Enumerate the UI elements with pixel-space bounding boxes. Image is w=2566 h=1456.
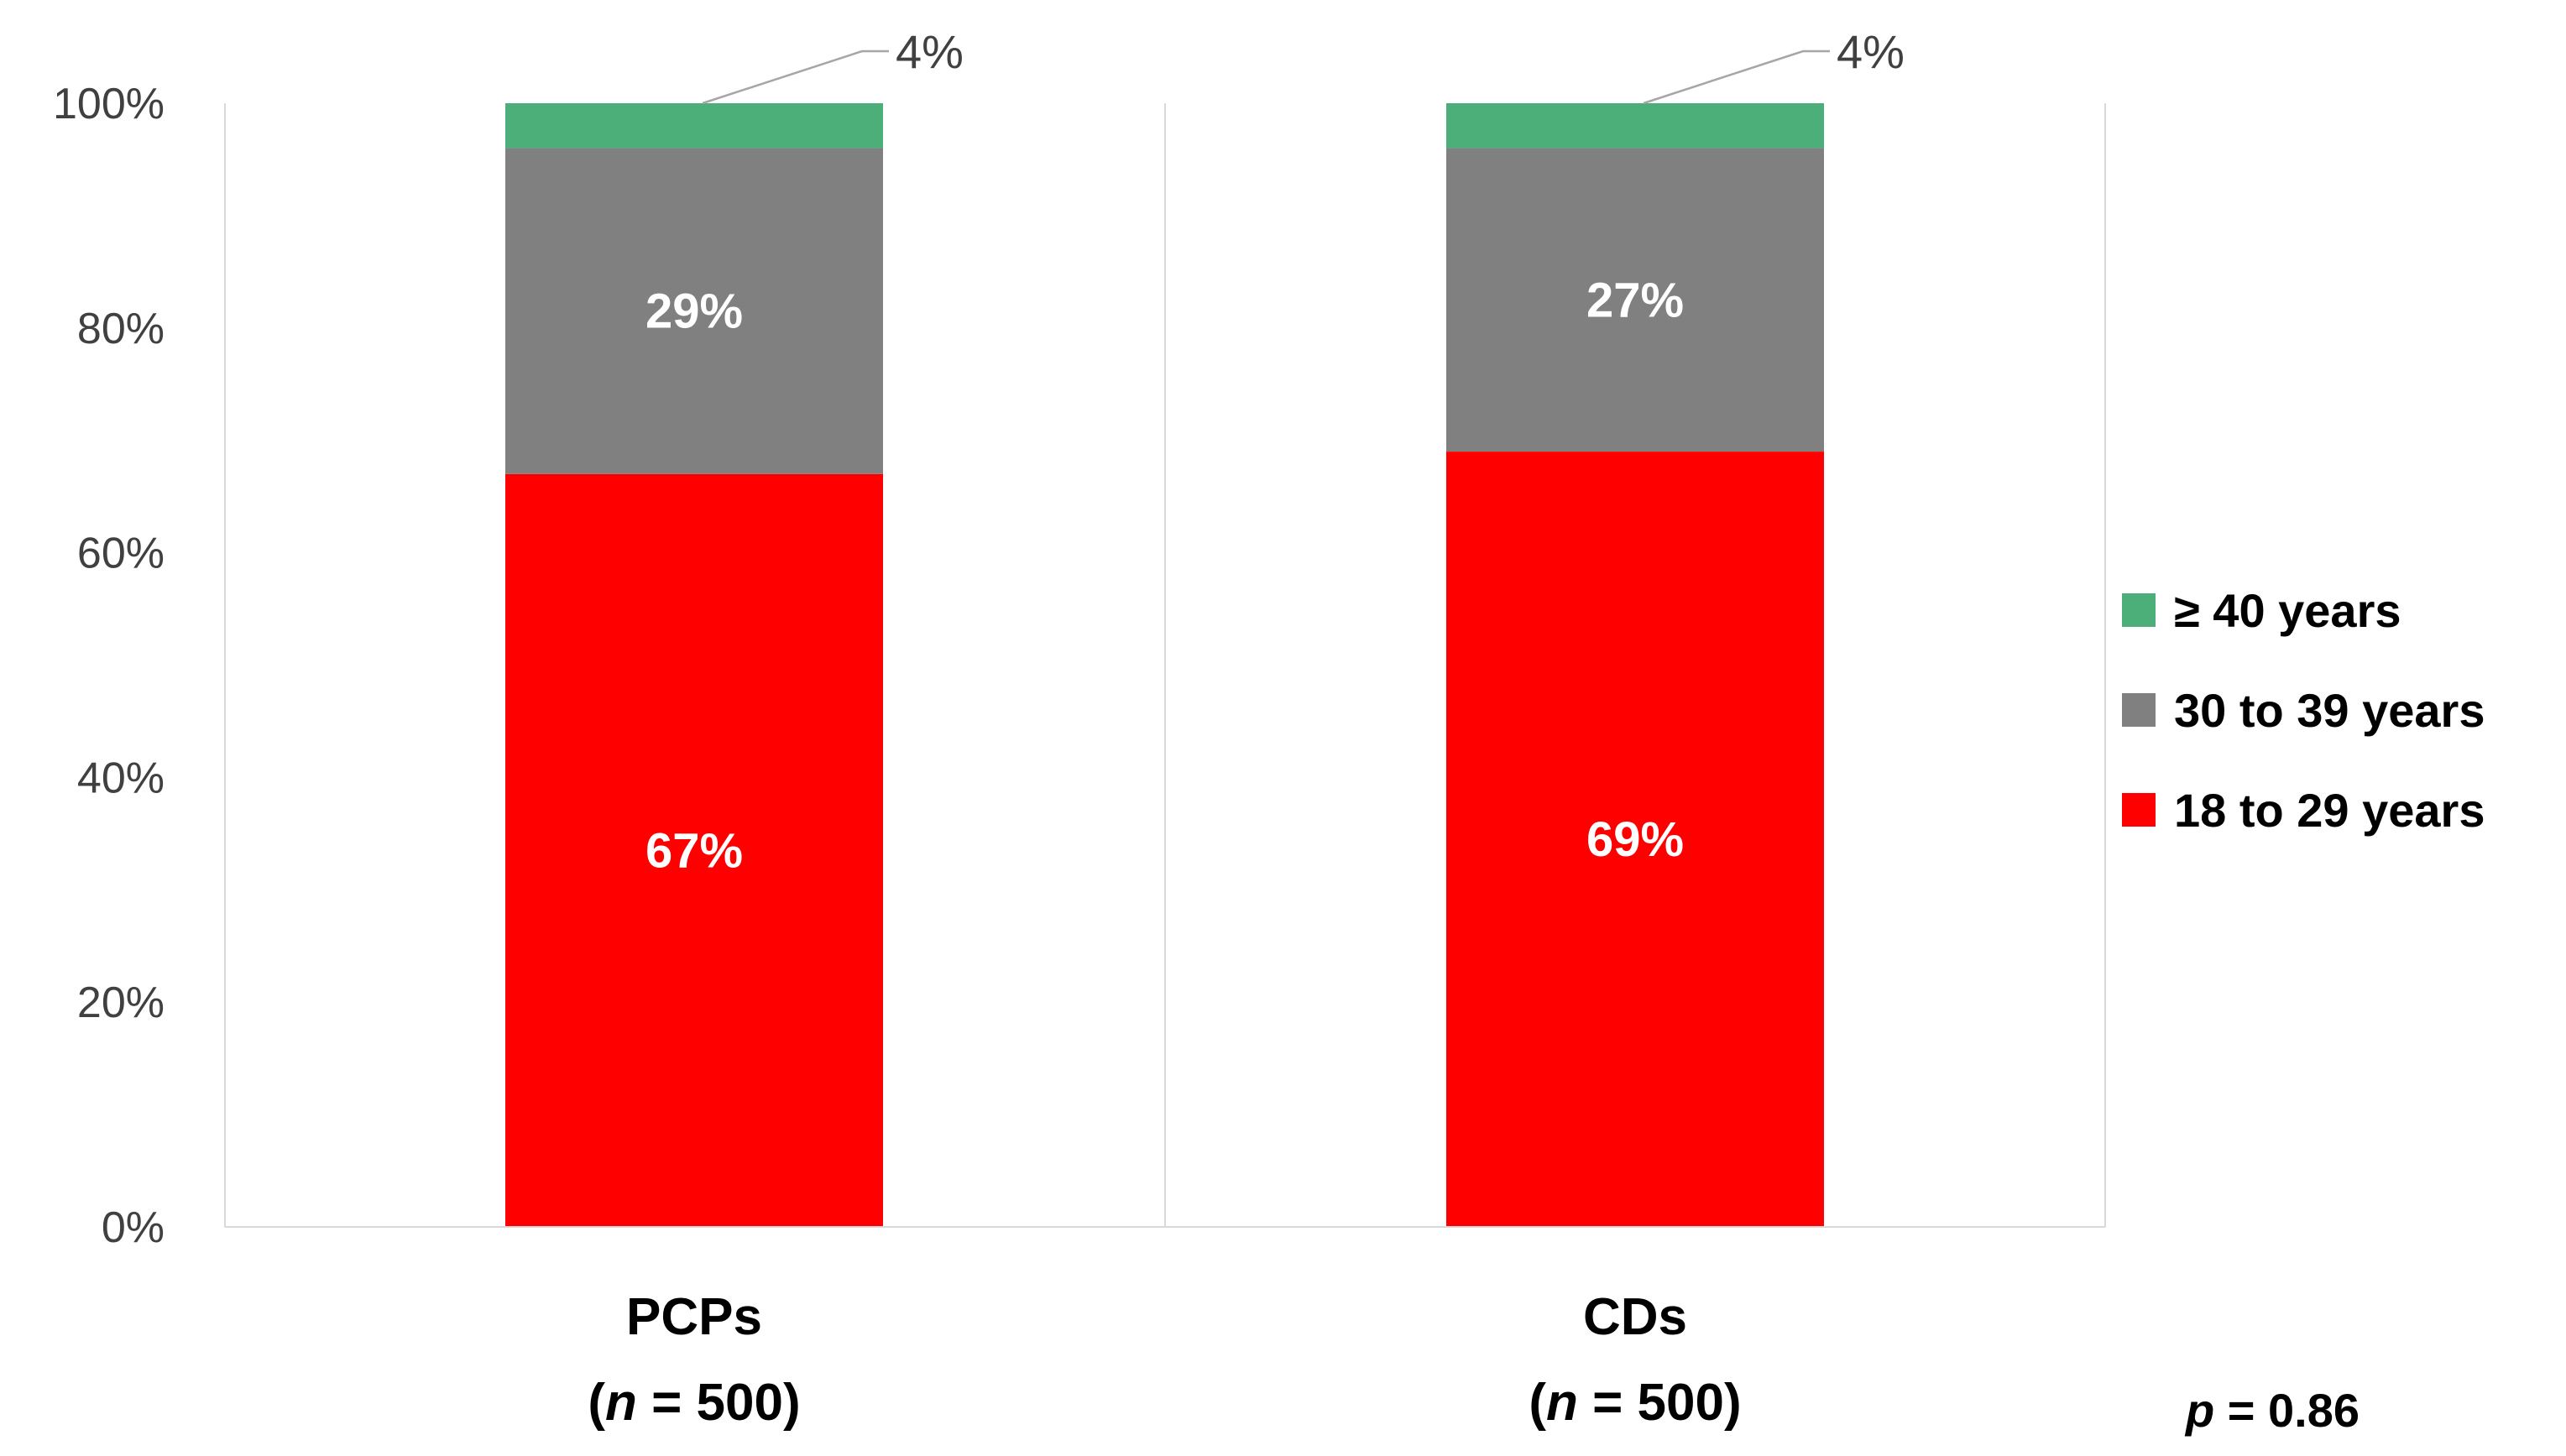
x-category-label: CDs bbox=[1583, 1288, 1687, 1346]
y-tick-label: 20% bbox=[77, 978, 165, 1027]
legend-swatch bbox=[2122, 693, 2156, 727]
y-tick-label: 100% bbox=[53, 80, 165, 128]
bar-value-label: 69% bbox=[1586, 812, 1684, 867]
bar-segment bbox=[505, 103, 883, 149]
callout-labels: 4% 4% bbox=[702, 25, 1905, 105]
legend-item: ≥ 40 years bbox=[2122, 584, 2401, 637]
callout-leader-line bbox=[702, 50, 889, 105]
vertical-gridlines bbox=[224, 103, 2106, 1227]
x-category-sample-size: (n = 500) bbox=[1529, 1374, 1741, 1432]
bar-value-label: 29% bbox=[645, 284, 743, 339]
bar-value-label: 27% bbox=[1586, 273, 1684, 327]
x-category-label: PCPs bbox=[626, 1288, 762, 1346]
legend-label: ≥ 40 years bbox=[2174, 584, 2401, 637]
y-tick-label: 60% bbox=[77, 530, 165, 578]
callout-leader-line bbox=[1643, 50, 1830, 105]
callout-value-label: 4% bbox=[896, 25, 964, 78]
legend-swatch bbox=[2122, 593, 2156, 627]
bar-value-label: 67% bbox=[645, 823, 743, 878]
bar-value-labels: 67% 29% 69% 27% bbox=[645, 273, 1684, 878]
p-value-annotation: p = 0.86 bbox=[2184, 1384, 2360, 1437]
bar-segments bbox=[505, 103, 1824, 1227]
legend: ≥ 40 years 30 to 39 years 18 to 29 years bbox=[2122, 584, 2485, 837]
legend-item: 18 to 29 years bbox=[2122, 784, 2485, 837]
y-tick-label: 0% bbox=[102, 1203, 165, 1252]
y-tick-label: 80% bbox=[77, 305, 165, 353]
x-category-sample-size: (n = 500) bbox=[588, 1374, 800, 1432]
bar-segment bbox=[1446, 451, 1824, 1227]
legend-label: 18 to 29 years bbox=[2174, 784, 2485, 837]
bar-segment bbox=[505, 473, 883, 1227]
legend-swatch bbox=[2122, 793, 2156, 827]
y-axis-ticks: 0% 20% 40% 60% 80% 100% bbox=[53, 80, 165, 1252]
bar-segment bbox=[1446, 103, 1824, 149]
bar-segment bbox=[505, 148, 883, 474]
y-tick-label: 40% bbox=[77, 754, 165, 802]
legend-item: 30 to 39 years bbox=[2122, 684, 2485, 737]
callout-value-label: 4% bbox=[1837, 25, 1905, 78]
x-axis-categories: PCPs (n = 500) CDs (n = 500) bbox=[588, 1288, 1741, 1432]
legend-label: 30 to 39 years bbox=[2174, 684, 2485, 737]
bar-segment bbox=[1446, 148, 1824, 452]
